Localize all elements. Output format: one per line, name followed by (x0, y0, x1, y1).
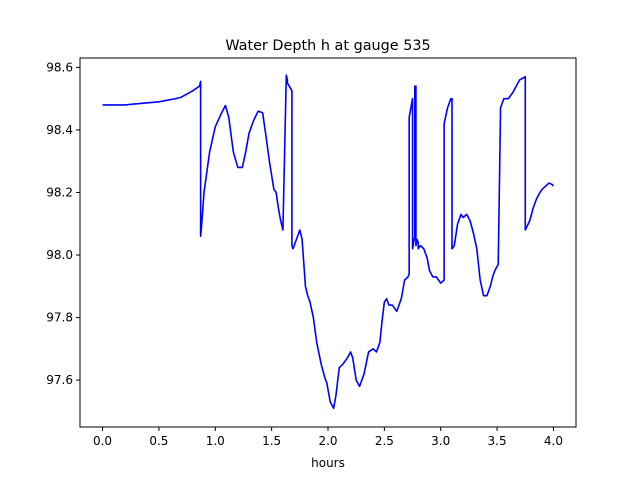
y-tick-label: 98.2 (46, 185, 73, 199)
x-tick-label: 2.0 (318, 434, 337, 448)
chart-title: Water Depth h at gauge 535 (225, 38, 430, 54)
plot-frame (79, 57, 577, 428)
axes: 0.0 0.5 1.0 1.5 2.0 2.5 3.0 3.5 4.0 97.6 97.8 98.0 9… (46, 57, 577, 448)
y-tick-label: 97.8 (46, 311, 73, 325)
x-tick-label: 1.5 (262, 434, 281, 448)
x-tick-label: 0.5 (149, 434, 168, 448)
x-tick-label: 3.0 (431, 434, 450, 448)
x-tick-label: 2.5 (375, 434, 394, 448)
x-tick-label: 0.0 (93, 434, 112, 448)
series-line-0 (102, 74, 555, 410)
x-tick-label: 3.5 (488, 434, 507, 448)
y-tick-label: 97.6 (46, 373, 73, 387)
x-tick-label: 1.0 (206, 434, 225, 448)
x-tick-label: 4.0 (544, 434, 563, 448)
x-axis-label: hours (311, 456, 345, 470)
plot-layer (102, 74, 555, 410)
y-tick-label: 98.6 (46, 60, 73, 74)
y-tick-label: 98.0 (46, 248, 73, 262)
y-tick-label: 98.4 (46, 123, 73, 137)
